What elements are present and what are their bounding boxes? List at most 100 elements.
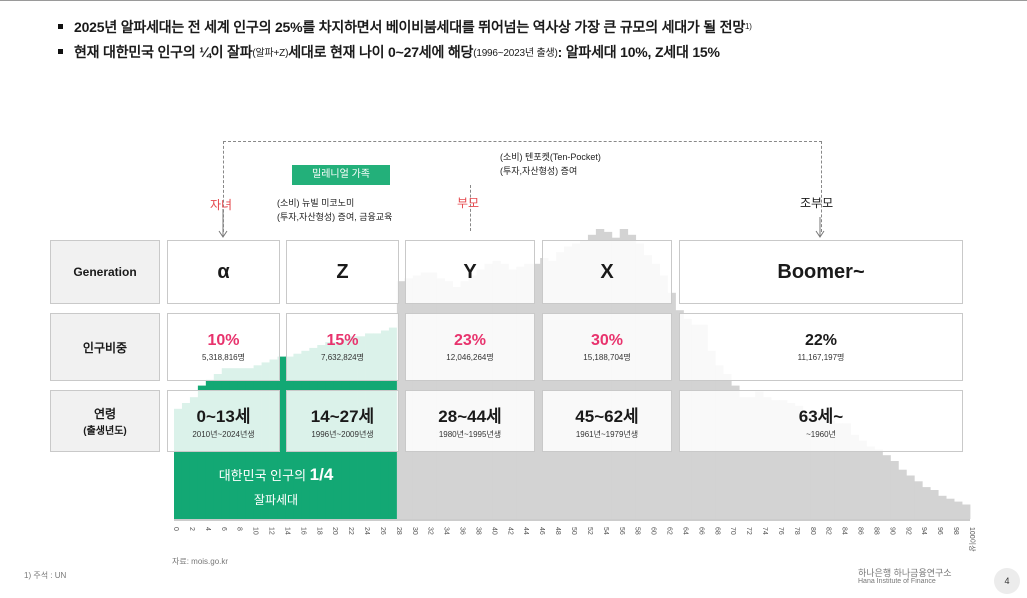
age-tick-label: 70 xyxy=(729,527,736,535)
histogram-bar xyxy=(739,397,748,519)
birth-years: 1980년~1995년생 xyxy=(438,430,502,439)
age-tick-label: 2 xyxy=(188,527,195,531)
population-count: 7,632,824명 xyxy=(321,352,364,362)
histogram-bar xyxy=(810,411,820,519)
generation-name: α xyxy=(217,260,230,283)
histogram-bar xyxy=(786,403,796,519)
bullet-2-text-c: : 알파세대 10%, Z세대 15% xyxy=(557,43,720,60)
histogram-bar xyxy=(858,440,867,519)
top-rule xyxy=(0,0,1027,1)
quarter-line-2: 잘파세대 xyxy=(253,493,299,507)
birth-years: 2010년~2024년생 xyxy=(192,430,255,439)
histogram-bar xyxy=(794,405,804,519)
histogram-bar xyxy=(731,385,740,519)
row-header-generation: Generation xyxy=(50,240,160,304)
histogram-bar xyxy=(556,252,565,519)
birth-years: 1961년~1979년생 xyxy=(575,430,639,439)
age-tick-label: 12 xyxy=(268,527,275,535)
brand-name: 하나은행 하나금융연구소 xyxy=(858,568,952,578)
age-tick-label: 44 xyxy=(522,527,529,535)
age-tick-label: 94 xyxy=(920,527,927,535)
child-tag: 자녀 xyxy=(210,198,233,212)
annotation-gift: (투자,자산형성) 증여 xyxy=(500,166,578,176)
row-header-share: 인구비중 xyxy=(50,313,160,381)
histogram-bar xyxy=(778,400,788,519)
age-tick-label: 68 xyxy=(713,527,720,535)
histogram-bar xyxy=(572,243,581,519)
histogram-bar xyxy=(747,397,756,519)
age-tick-label: 56 xyxy=(618,527,625,535)
share-cell: 30% 15,188,704명 xyxy=(542,313,672,381)
histogram-bar-zalpha xyxy=(277,356,286,519)
generation-name: Boomer~ xyxy=(777,260,865,283)
histogram-bar xyxy=(866,446,875,519)
histogram-bar xyxy=(540,258,549,519)
age-cell: 63세~ ~1960년 xyxy=(679,390,963,452)
family-bracket xyxy=(223,141,822,232)
row-header-share-label: 인구비중 xyxy=(82,340,128,355)
histogram-bar xyxy=(635,243,645,519)
summary-bullets: 2025년 알파세대는 전 세계 인구의 25%를 차지하면서 베이비붐세대를 … xyxy=(58,14,1008,64)
quarter-line-1-text: 대한민국 인구의 xyxy=(218,468,310,483)
age-tick-label: 50 xyxy=(570,527,577,535)
age-tick-label: 28 xyxy=(395,527,402,535)
birth-years: 1996년~2009년생 xyxy=(311,430,374,439)
quarter-line-1: 대한민국 인구의 1/4 xyxy=(174,465,378,485)
age-range: 63세~ xyxy=(798,407,844,426)
age-tick-label: 48 xyxy=(554,527,561,535)
age-tick-label: 80 xyxy=(809,527,816,535)
millennial-family-tag: 밀레니얼 가족 xyxy=(292,165,390,185)
generation-cell: α xyxy=(167,240,280,304)
histogram-bar xyxy=(954,501,963,519)
histogram-bar xyxy=(818,417,828,519)
population-count: 12,046,264명 xyxy=(446,352,494,362)
age-tick-label: 18 xyxy=(315,527,322,535)
generation-cell: Y xyxy=(405,240,535,304)
histogram-bar-zalpha xyxy=(174,408,183,519)
annotation-tenpocket: (소비) 텐포켓(Ten-Pocket) xyxy=(500,152,601,162)
age-cell: 45~62세 1961년~1979년생 xyxy=(542,390,672,452)
histogram-bar xyxy=(914,481,923,519)
age-tick-label: 82 xyxy=(825,527,832,535)
age-tick-label: 20 xyxy=(331,527,338,535)
histogram-bar xyxy=(396,281,406,519)
generation-cell: Boomer~ xyxy=(679,240,963,304)
age-tick-label: 38 xyxy=(475,527,482,535)
histogram-bar xyxy=(938,495,947,519)
age-tick-label: 46 xyxy=(538,527,545,535)
histogram-bar xyxy=(962,504,971,519)
age-tick-label: 64 xyxy=(681,527,688,535)
histogram-bar xyxy=(906,475,915,519)
age-tick-label: 88 xyxy=(873,527,880,535)
age-cell: 28~44세 1980년~1995년생 xyxy=(405,390,535,452)
age-tick-label: 100이상 xyxy=(968,527,977,552)
age-tick-label: 52 xyxy=(586,527,593,535)
histogram-bar xyxy=(842,423,851,519)
age-tick-label: 36 xyxy=(459,527,466,535)
age-tick-label: 0 xyxy=(172,527,179,531)
grandparent-arrow-icon xyxy=(815,217,825,238)
age-tick-label: 30 xyxy=(411,527,418,535)
parent-tag: 부모 xyxy=(457,196,480,210)
row-header-age-label: 연령 xyxy=(93,407,117,421)
histogram-bar xyxy=(850,434,859,519)
histogram-bar xyxy=(882,455,891,519)
histogram-bar xyxy=(898,469,907,519)
histogram-bar-zalpha xyxy=(189,397,199,519)
age-tick-label: 42 xyxy=(506,527,513,535)
histogram-bar xyxy=(946,498,955,519)
bullet-1-text: 2025년 알파세대는 전 세계 인구의 25%를 차지하면서 베이비붐세대를 … xyxy=(74,18,746,35)
row-header-generation-label: Generation xyxy=(73,265,137,279)
bullet-dot xyxy=(58,24,63,29)
share-cell: 10% 5,318,816명 xyxy=(167,313,280,381)
row-header-age: 연령 (출생년도) xyxy=(50,390,160,452)
share-percent: 22% xyxy=(804,331,838,349)
age-tick-label: 92 xyxy=(904,527,911,535)
histogram-bar xyxy=(826,420,836,519)
generation-cell: X xyxy=(542,240,672,304)
histogram-bar xyxy=(643,255,652,519)
birth-years: ~1960년 xyxy=(806,430,836,439)
histogram-bar xyxy=(802,414,812,519)
age-tick-label: 34 xyxy=(443,527,450,535)
age-cell: 14~27세 1996년~2009년생 xyxy=(286,390,399,452)
